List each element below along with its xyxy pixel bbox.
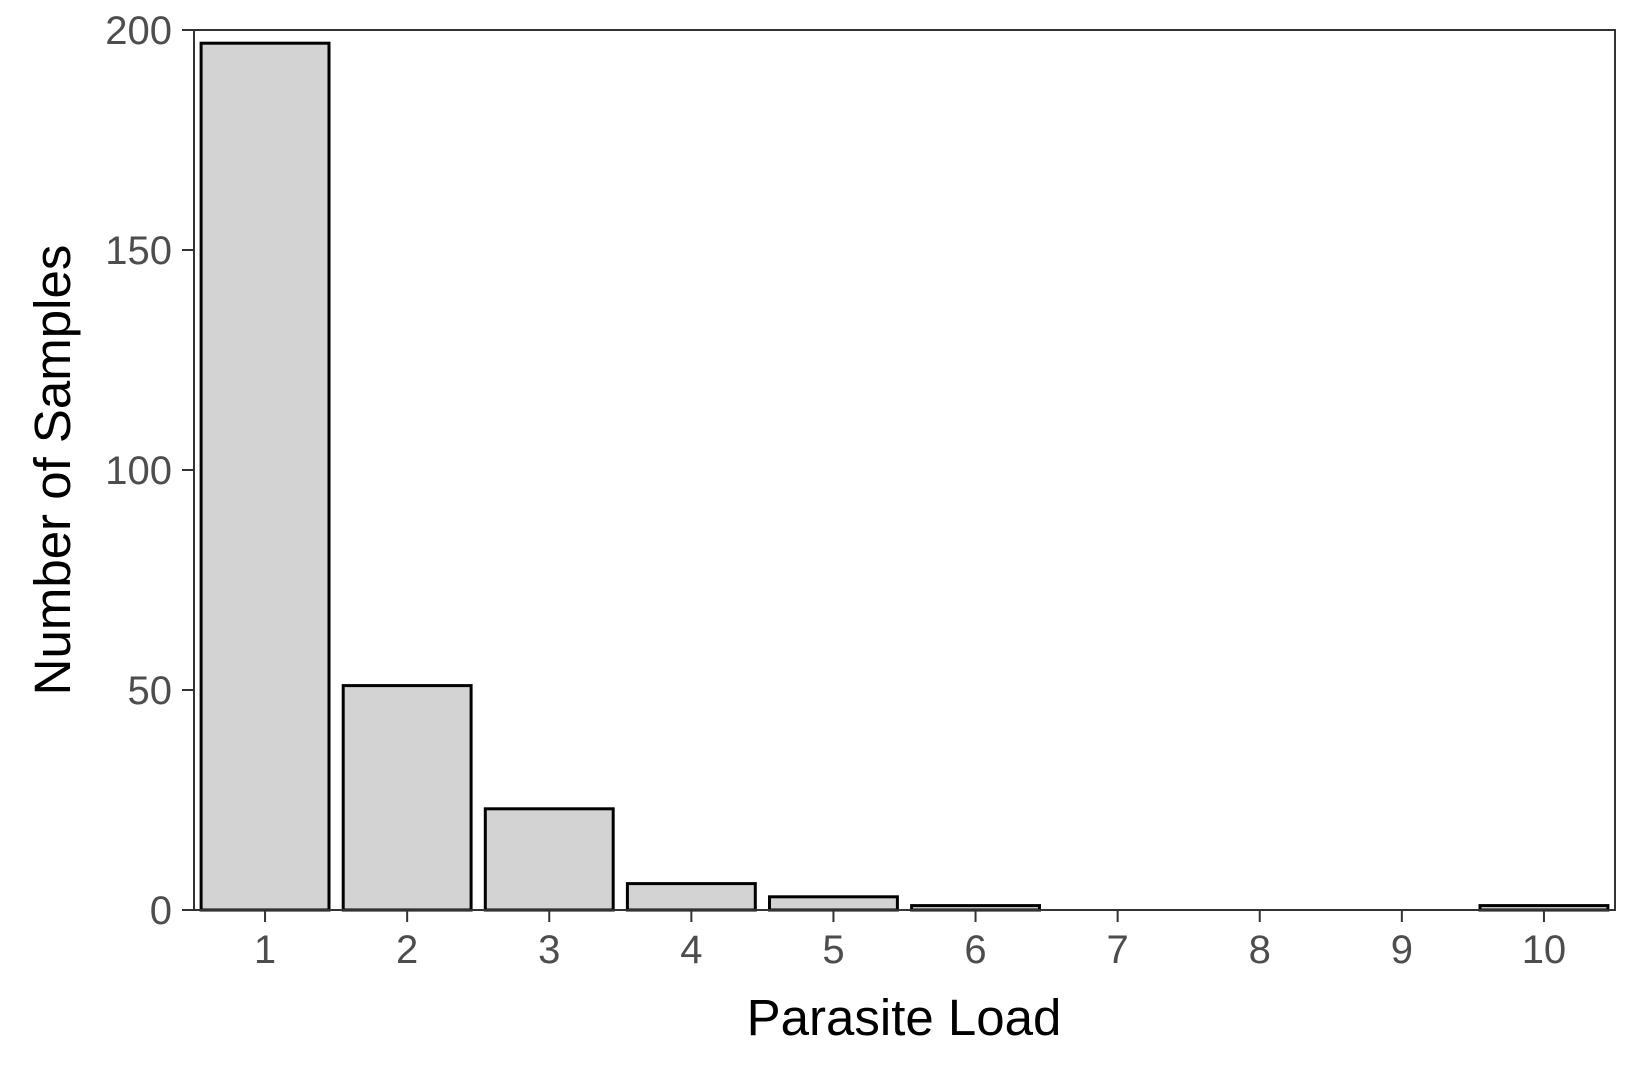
bars-layer	[199, 41, 1610, 912]
x-tick-label-6: 6	[964, 928, 986, 972]
bar-2	[341, 684, 473, 912]
x-axis-title: Parasite Load	[747, 989, 1062, 1046]
y-tick-label-0: 0	[150, 889, 172, 933]
x-tick-label-1: 1	[254, 928, 276, 972]
x-tick-label-7: 7	[1107, 928, 1129, 972]
y-tick-label-150: 150	[105, 229, 172, 273]
y-tick-label-50: 50	[128, 669, 173, 713]
x-tick-label-10: 10	[1522, 928, 1567, 972]
x-tick-label-9: 9	[1391, 928, 1413, 972]
x-tick-label-2: 2	[396, 928, 418, 972]
y-tick-label-100: 100	[105, 449, 172, 493]
x-tick-label-8: 8	[1249, 928, 1271, 972]
y-axis: 0 50 100 150 200	[105, 9, 194, 933]
x-tick-label-5: 5	[822, 928, 844, 972]
bar-3	[483, 807, 615, 912]
x-axis: 1 2 3 4 5 6 7 8 9 10	[254, 910, 1566, 972]
bar-1	[199, 41, 331, 912]
bar-4	[625, 882, 757, 912]
bar-5	[768, 895, 899, 912]
y-tick-label-200: 200	[105, 9, 172, 53]
x-tick-label-3: 3	[538, 928, 560, 972]
y-axis-title: Number of Samples	[24, 245, 81, 696]
x-tick-label-4: 4	[680, 928, 702, 972]
